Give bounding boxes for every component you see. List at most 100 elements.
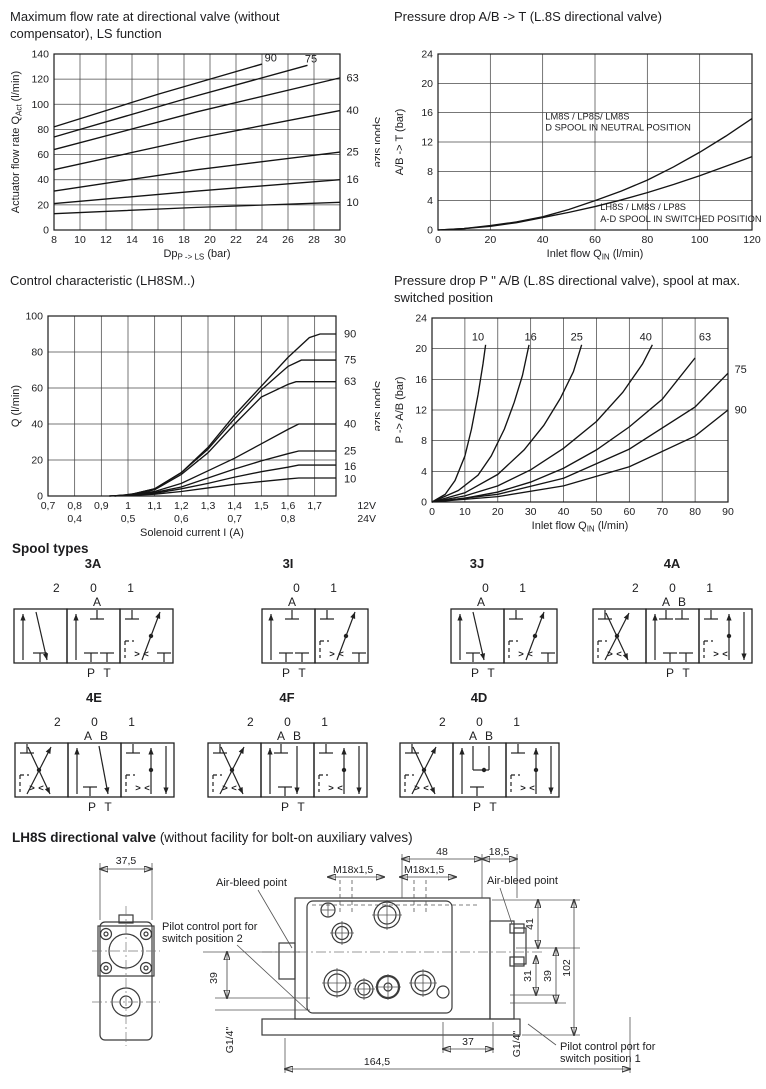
svg-text:0: 0 (482, 581, 489, 595)
svg-text:A/B -> T (bar): A/B -> T (bar) (394, 109, 406, 176)
svg-text:4E: 4E (86, 690, 102, 705)
series-40 (431, 344, 653, 503)
svg-text:0: 0 (427, 225, 433, 237)
svg-text:40: 40 (558, 506, 570, 518)
svg-text:16: 16 (421, 107, 433, 119)
svg-text:A: A (477, 595, 485, 609)
dim-m18-right: M18x1,5 (404, 864, 444, 876)
series-10 (431, 344, 487, 503)
series-10 (114, 477, 336, 497)
spool-types-heading: Spool types (12, 541, 89, 556)
spool-type-4a: 4A2 0 1A BP T> < > < (592, 556, 753, 680)
svg-text:63: 63 (344, 376, 356, 388)
svg-text:26: 26 (282, 234, 294, 246)
pilot-port-2-label-line2: switch position 2 (162, 933, 243, 945)
svg-text:1,6: 1,6 (281, 500, 296, 512)
svg-text:4: 4 (421, 466, 427, 478)
front-view (261, 880, 545, 1036)
svg-text:1: 1 (513, 715, 520, 729)
svg-text:P: P (88, 800, 96, 814)
series-40 (53, 109, 341, 171)
svg-text:T: T (297, 800, 305, 814)
series-75 (53, 64, 308, 138)
pilot-port-1-label-line1: Pilot control port for (560, 1041, 656, 1053)
svg-text:20: 20 (204, 234, 216, 246)
svg-text:0,8: 0,8 (67, 500, 82, 512)
svg-text:28: 28 (308, 234, 320, 246)
svg-text:3J: 3J (470, 556, 484, 571)
svg-text:LM8S / LP8S/ LM8S: LM8S / LP8S/ LM8S (545, 111, 629, 121)
series-90 (109, 333, 336, 497)
svg-text:24: 24 (415, 313, 427, 325)
svg-text:12: 12 (415, 405, 427, 417)
svg-text:40: 40 (537, 234, 549, 246)
svg-text:14: 14 (126, 234, 138, 246)
svg-text:80: 80 (689, 506, 701, 518)
svg-text:0: 0 (90, 581, 97, 595)
svg-text:A: A (662, 595, 670, 609)
dim-g14-left: G1/4" (224, 1026, 236, 1053)
svg-text:90: 90 (735, 405, 747, 417)
spool-position-cell (260, 742, 315, 798)
callouts: Air-bleed point Air-bleed point Pilot co… (162, 875, 656, 1065)
svg-text:Solenoid current I (A): Solenoid current I (A) (140, 527, 244, 539)
svg-text:0: 0 (421, 497, 427, 509)
svg-text:Q (l/min): Q (l/min) (10, 385, 22, 427)
svg-text:100: 100 (31, 99, 49, 111)
svg-text:60: 60 (37, 149, 49, 161)
svg-text:1,3: 1,3 (201, 500, 216, 512)
svg-text:0: 0 (91, 715, 98, 729)
svg-text:25: 25 (347, 147, 359, 159)
svg-text:>: > (607, 649, 613, 660)
chart-area: 8 10 12 14 16 18 20 22 24 26 28 30 0 20 40 60 80 100 120 14… (10, 49, 380, 262)
svg-text:>: > (328, 783, 334, 794)
chart-pressure-drop-pab-plot: 0 10 20 30 40 50 60 70 80 90 0 4 8 12 16 20 24 Inlet flow… (394, 313, 747, 534)
svg-text:P: P (666, 666, 674, 680)
svg-text:4A: 4A (664, 556, 681, 571)
svg-text:20: 20 (31, 455, 43, 467)
spool-position-cell (67, 742, 122, 798)
svg-text:20: 20 (484, 234, 496, 246)
svg-text:70: 70 (656, 506, 668, 518)
svg-text:20: 20 (37, 199, 49, 211)
spool-position-cell (645, 608, 700, 664)
svg-text:63: 63 (699, 332, 711, 344)
svg-text:>: > (414, 783, 420, 794)
series-lm8s-lp8s-lm8s-d-spool-in-neutral-position (437, 117, 753, 231)
series-16 (53, 179, 341, 205)
spool-type-3i: 3I 0 1 A P T > < (261, 556, 369, 680)
svg-text:8: 8 (421, 435, 427, 447)
chart-pressure-drop-abt: Pressure drop A/B -> T (L.8S directional… (392, 8, 766, 268)
series-40 (114, 423, 336, 497)
svg-text:2: 2 (53, 581, 60, 595)
plot-border (437, 53, 753, 231)
svg-text:<: < (616, 649, 622, 660)
svg-text:0,4: 0,4 (67, 513, 82, 525)
pilot-port-1-label-line2: switch position 1 (560, 1053, 641, 1065)
svg-text:T: T (487, 666, 495, 680)
svg-text:24: 24 (421, 49, 433, 61)
svg-text:A: A (84, 729, 92, 743)
chart-control-characteristic: Control characteristic (LH8SM..) 0,7 0,8 0… (8, 272, 384, 556)
air-bleed-left-label: Air-bleed point (216, 877, 287, 889)
svg-text:>: > (520, 783, 526, 794)
chart-pressure-drop-pab: Pressure drop P " A/B (L.8S directional … (392, 272, 766, 540)
dim-37: 37 (462, 1036, 474, 1048)
svg-text:0,9: 0,9 (94, 500, 109, 512)
svg-text:1,2: 1,2 (174, 500, 189, 512)
svg-text:>: > (713, 649, 719, 660)
svg-text:0,6: 0,6 (174, 513, 189, 525)
svg-text:B: B (100, 729, 108, 743)
spool-position-cell (66, 608, 121, 664)
series-75 (109, 359, 336, 497)
svg-text:T: T (103, 666, 111, 680)
spool-position-cell: > < (592, 608, 647, 664)
gridlines (437, 53, 753, 231)
chart-title: Pressure drop P " A/B (L.8S directional … (394, 273, 741, 305)
svg-text:0: 0 (476, 715, 483, 729)
svg-text:10: 10 (347, 197, 359, 209)
svg-text:24: 24 (256, 234, 268, 246)
svg-text:12: 12 (421, 137, 433, 149)
svg-text:B: B (293, 729, 301, 743)
svg-text:2: 2 (54, 715, 61, 729)
